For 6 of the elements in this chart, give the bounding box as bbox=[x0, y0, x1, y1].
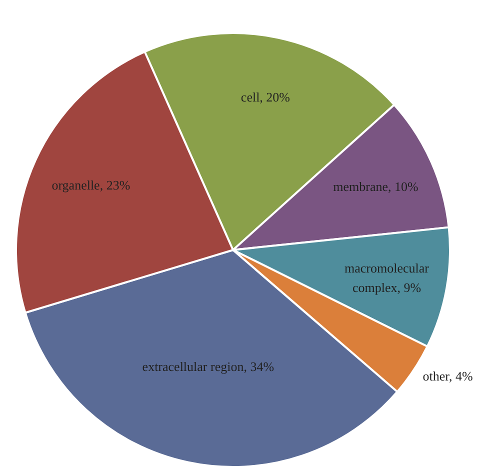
slice-label: other, 4% bbox=[422, 368, 473, 384]
slice-label: extracellular region, 34% bbox=[142, 359, 274, 374]
slice-label: membrane, 10% bbox=[333, 178, 418, 194]
slice-label: macromolecular complex, 9% bbox=[344, 260, 430, 295]
slice-label: organelle, 23% bbox=[52, 177, 130, 192]
slice-label: cell, 20% bbox=[240, 90, 290, 105]
